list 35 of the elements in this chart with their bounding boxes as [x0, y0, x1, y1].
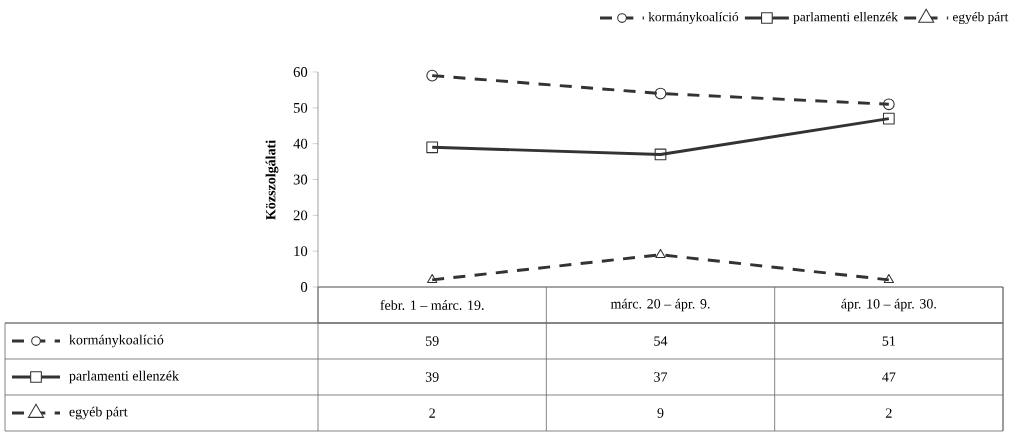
point: [655, 248, 666, 258]
data-label: 9: [657, 408, 664, 418]
legend-label: egyéb párt: [952, 11, 1009, 25]
data-label: 54: [654, 336, 668, 346]
data-label: 37: [654, 372, 668, 382]
y-tick-label: 30: [293, 174, 308, 185]
data-label: 2: [429, 408, 435, 418]
x-tick-label: márc. 20 – ápr. 9.: [610, 298, 710, 312]
y-tick-label: 20: [293, 210, 308, 221]
data-label: 51: [882, 336, 895, 346]
data-label: 59: [425, 336, 439, 346]
y-tick-label: 60: [293, 67, 308, 77]
legend-label: parlamenti ellenzék: [793, 11, 898, 25]
point: [882, 112, 895, 125]
point: [654, 87, 667, 100]
point: [426, 69, 439, 82]
y-tick-label: 40: [293, 138, 308, 149]
y-tick-label: 0: [300, 282, 308, 292]
point: [882, 98, 895, 111]
text: kormánykoalíció: [69, 334, 164, 348]
text: parlamenti ellenzék: [69, 370, 179, 384]
x-tick-label: ápr. 10 – ápr. 30.: [841, 298, 936, 312]
data-label: 2: [885, 408, 892, 418]
y-tick-label: 10: [294, 246, 308, 257]
text: egyéb párt: [69, 406, 128, 420]
point: [427, 273, 438, 284]
data-label: 47: [882, 372, 896, 382]
y-axis-title: Közszolgálati: [265, 140, 279, 220]
y-tick-label: 50: [293, 102, 308, 113]
x-tick-label: febr. 1 – márc. 19.: [380, 299, 484, 311]
point: [426, 141, 439, 154]
data-label: 39: [425, 372, 439, 382]
point: [654, 148, 667, 161]
legend-label: kormánykoalíció: [648, 11, 739, 25]
point: [883, 273, 894, 284]
